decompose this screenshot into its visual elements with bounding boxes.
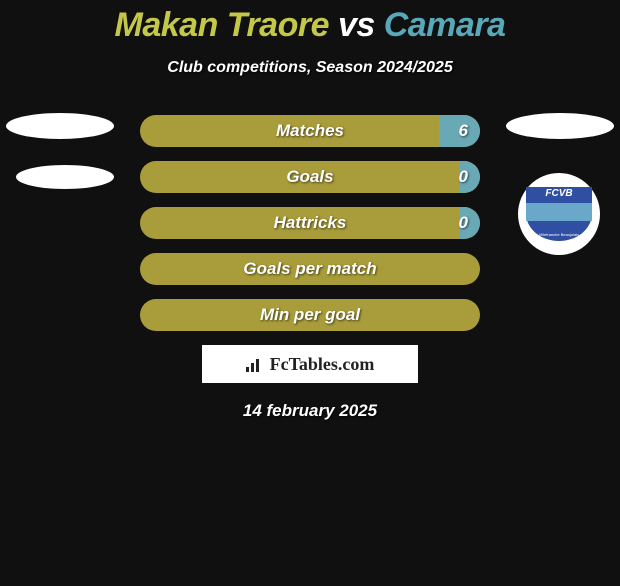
player2-club-placeholder-1 [506, 113, 614, 139]
brand-box[interactable]: FcTables.com [202, 345, 418, 383]
stat-row: Goals per match [140, 253, 480, 285]
stat-row: Matches6 [140, 115, 480, 147]
stat-label: Hattricks [140, 207, 480, 239]
stat-row: Min per goal [140, 299, 480, 331]
player2-name: Camara [384, 6, 506, 44]
stat-label: Matches [140, 115, 480, 147]
brand-text: FcTables.com [270, 354, 375, 375]
player1-club-placeholder-2 [16, 165, 114, 189]
page-title: Makan Traore vs Camara [0, 6, 620, 45]
club-badge-text: FCVB [545, 189, 572, 199]
stat-value-right: 6 [447, 115, 480, 147]
player2-club-badge: FCVB Villefranche Beaujolais [518, 173, 600, 255]
stats-section: FCVB Villefranche Beaujolais Matches6 Goa… [0, 115, 620, 421]
stat-label: Goals [140, 161, 480, 193]
player1-club-placeholder-1 [6, 113, 114, 139]
stat-label: Goals per match [140, 253, 480, 285]
stat-label: Min per goal [140, 299, 480, 331]
vs-text: vs [338, 6, 375, 44]
player1-name: Makan Traore [115, 6, 329, 44]
stat-row: Hattricks0 [140, 207, 480, 239]
date-text: 14 february 2025 [0, 401, 620, 421]
brand-chart-icon [246, 356, 266, 372]
club-badge-sub: Villefranche Beaujolais [539, 232, 579, 237]
subtitle: Club competitions, Season 2024/2025 [0, 59, 620, 77]
stat-rows: Matches6Goals0Hattricks0Goals per matchM… [140, 115, 480, 331]
stat-value-right: 0 [447, 207, 480, 239]
stat-value-right: 0 [447, 161, 480, 193]
stat-row: Goals0 [140, 161, 480, 193]
